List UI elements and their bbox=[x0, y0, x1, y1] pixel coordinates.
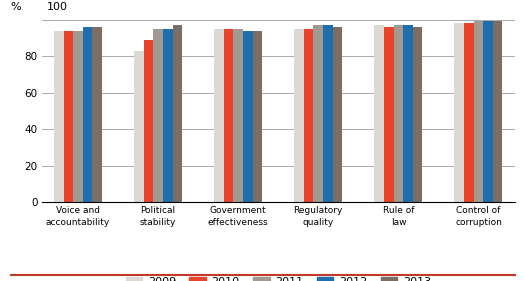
Bar bbox=[295, 29, 304, 202]
Bar bbox=[54, 31, 64, 202]
Bar bbox=[455, 23, 464, 202]
Legend: 2009, 2010, 2011, 2012, 2013: 2009, 2010, 2011, 2012, 2013 bbox=[121, 272, 435, 281]
Bar bbox=[493, 21, 502, 202]
Bar bbox=[374, 25, 384, 202]
Text: 100: 100 bbox=[47, 2, 68, 12]
Bar bbox=[253, 31, 262, 202]
Bar bbox=[173, 25, 182, 202]
Bar bbox=[92, 27, 102, 202]
Bar bbox=[134, 51, 144, 202]
Bar bbox=[384, 27, 394, 202]
Bar bbox=[224, 29, 234, 202]
Bar bbox=[464, 23, 474, 202]
Bar bbox=[163, 29, 173, 202]
Bar bbox=[403, 25, 413, 202]
Bar bbox=[73, 31, 83, 202]
Bar bbox=[413, 27, 423, 202]
Text: %: % bbox=[10, 2, 22, 12]
Bar bbox=[323, 25, 333, 202]
Bar bbox=[484, 21, 493, 202]
Bar bbox=[394, 25, 403, 202]
Bar bbox=[214, 29, 224, 202]
Bar bbox=[234, 29, 243, 202]
Bar bbox=[153, 29, 163, 202]
Bar bbox=[304, 29, 313, 202]
Bar bbox=[83, 27, 92, 202]
Bar bbox=[313, 25, 323, 202]
Bar bbox=[64, 31, 73, 202]
Bar bbox=[243, 31, 253, 202]
Bar bbox=[474, 21, 484, 202]
Bar bbox=[333, 27, 342, 202]
Bar bbox=[144, 40, 153, 202]
